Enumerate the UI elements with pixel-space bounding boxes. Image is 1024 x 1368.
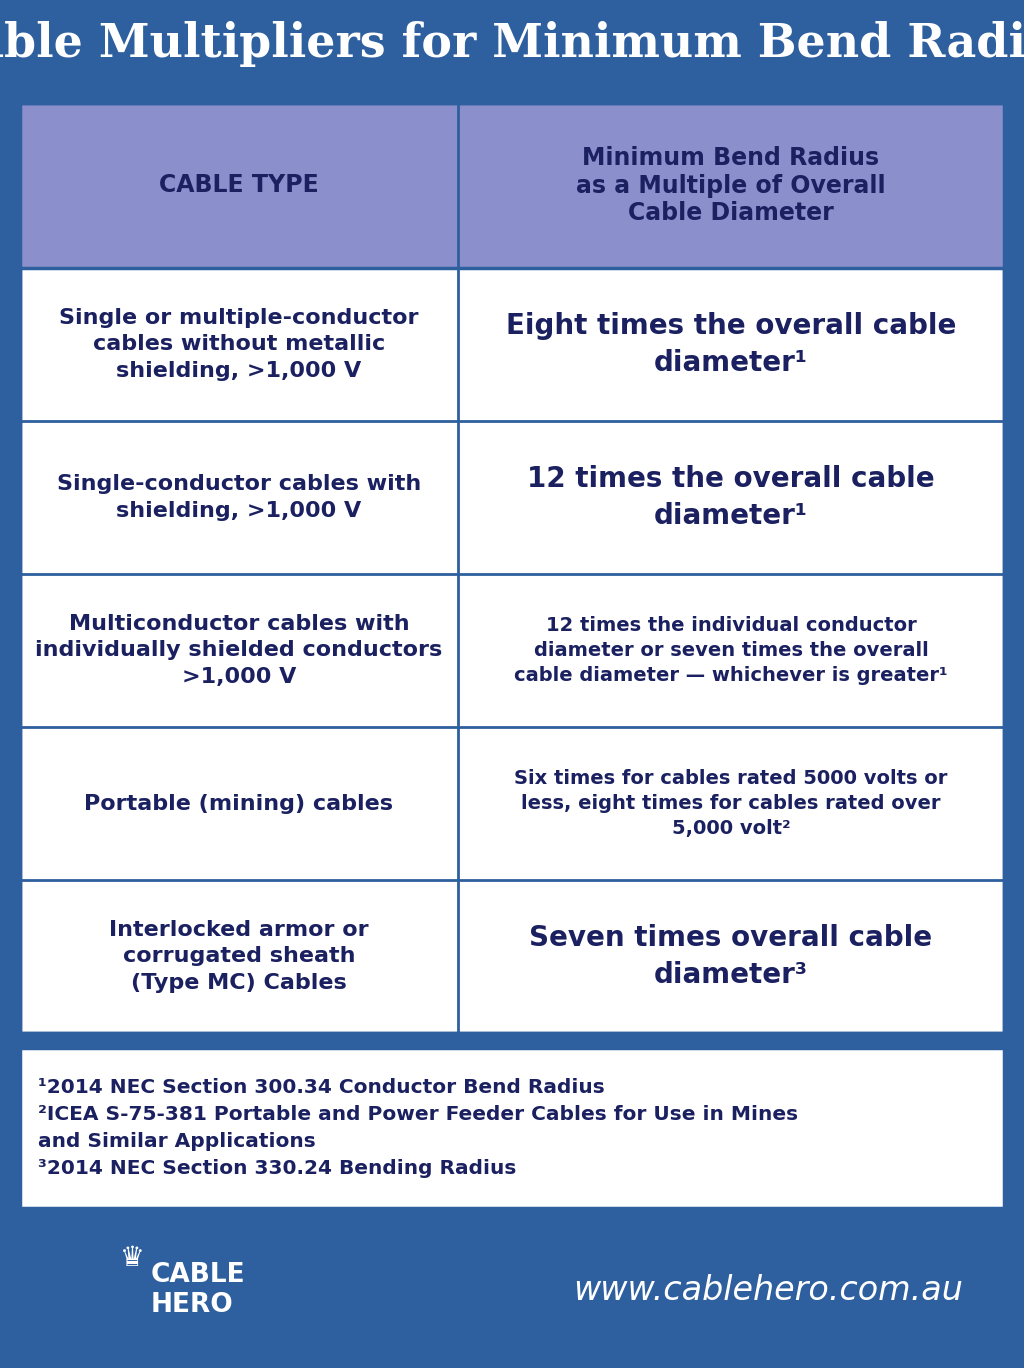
Text: 12 times the individual conductor
diameter or seven times the overall
cable diam: 12 times the individual conductor diamet… xyxy=(514,616,948,685)
Text: ♛: ♛ xyxy=(121,1244,145,1271)
Text: Six times for cables rated 5000 volts or
less, eight times for cables rated over: Six times for cables rated 5000 volts or… xyxy=(514,769,947,839)
Bar xyxy=(20,103,1004,1033)
Text: Cable Multipliers for Minimum Bend Radius: Cable Multipliers for Minimum Bend Radiu… xyxy=(0,21,1024,67)
Text: Single-conductor cables with
shielding, >1,000 V: Single-conductor cables with shielding, … xyxy=(56,475,421,521)
Bar xyxy=(20,1048,1004,1208)
Bar xyxy=(458,103,1004,268)
Bar xyxy=(20,103,458,268)
Text: Interlocked armor or
corrugated sheath
(Type MC) Cables: Interlocked armor or corrugated sheath (… xyxy=(110,921,369,993)
Text: CABLE TYPE: CABLE TYPE xyxy=(159,174,318,197)
Text: Eight times the overall cable
diameter¹: Eight times the overall cable diameter¹ xyxy=(506,312,956,378)
Text: Minimum Bend Radius
as a Multiple of Overall
Cable Diameter: Minimum Bend Radius as a Multiple of Ove… xyxy=(577,146,886,226)
Text: Portable (mining) cables: Portable (mining) cables xyxy=(84,793,393,814)
Text: ¹2014 NEC Section 300.34 Conductor Bend Radius
²ICEA S-75-381 Portable and Power: ¹2014 NEC Section 300.34 Conductor Bend … xyxy=(38,1078,798,1178)
Text: www.cablehero.com.au: www.cablehero.com.au xyxy=(573,1274,963,1306)
Text: Single or multiple-conductor
cables without metallic
shielding, >1,000 V: Single or multiple-conductor cables with… xyxy=(59,308,419,380)
Text: CABLE
HERO: CABLE HERO xyxy=(151,1263,246,1319)
Text: Seven times overall cable
diameter³: Seven times overall cable diameter³ xyxy=(529,925,933,989)
Bar xyxy=(20,103,1004,1033)
Text: 12 times the overall cable
diameter¹: 12 times the overall cable diameter¹ xyxy=(527,465,935,529)
Text: Multiconductor cables with
individually shielded conductors
>1,000 V: Multiconductor cables with individually … xyxy=(35,614,442,687)
